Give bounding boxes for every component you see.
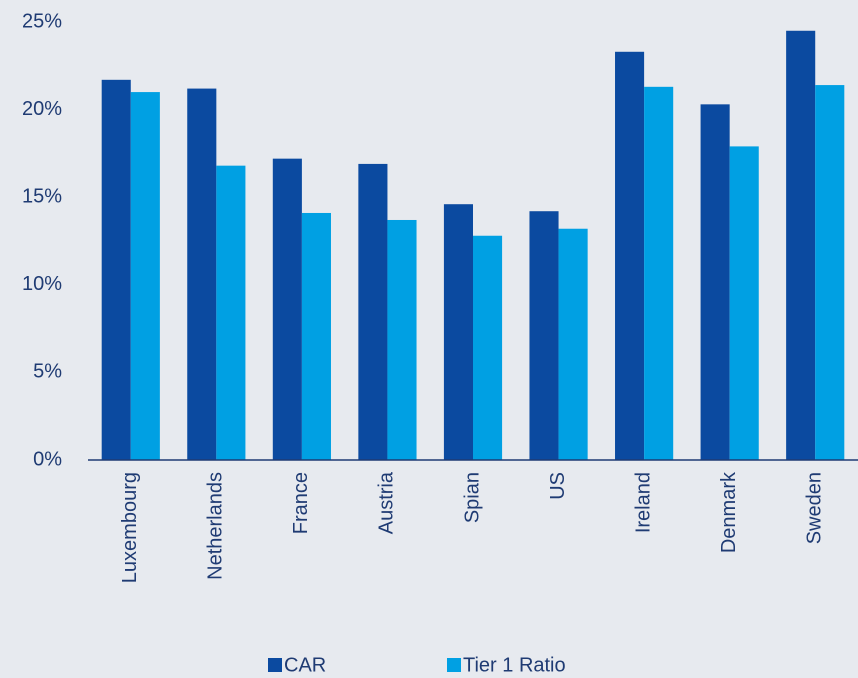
x-tick-label: France — [290, 472, 312, 534]
bar — [700, 104, 730, 461]
bar — [101, 79, 131, 460]
x-tick-label: Austria — [376, 471, 398, 534]
legend-swatch — [447, 658, 461, 672]
y-tick-label: 15% — [22, 185, 62, 207]
x-tick-label: Netherlands — [205, 472, 227, 580]
y-tick-label: 0% — [33, 448, 62, 470]
legend-swatch — [268, 658, 282, 672]
bar — [815, 85, 845, 461]
bar — [358, 163, 388, 461]
bar — [729, 146, 759, 460]
x-tick-label: US — [547, 472, 569, 500]
bar — [473, 235, 503, 460]
x-tick-label: Denmark — [718, 471, 740, 553]
bar — [644, 86, 674, 460]
bar — [558, 228, 588, 460]
bar — [387, 219, 417, 460]
bar — [443, 204, 473, 460]
bar — [615, 51, 645, 461]
legend-label: Tier 1 Ratio — [463, 654, 566, 676]
legend-label: CAR — [284, 654, 326, 676]
x-tick-label: Sweden — [804, 472, 826, 544]
x-tick-label: Ireland — [632, 472, 654, 533]
y-tick-label: 10% — [22, 273, 62, 295]
bar — [529, 211, 559, 460]
y-tick-label: 5% — [33, 361, 62, 383]
bar — [187, 88, 217, 461]
bar — [786, 30, 816, 460]
bar — [130, 92, 160, 460]
bar — [301, 212, 331, 460]
x-tick-label: Luxembourg — [119, 472, 141, 583]
bar — [216, 165, 246, 460]
bar — [272, 158, 302, 460]
y-tick-label: 20% — [22, 98, 62, 120]
x-tick-label: Spian — [461, 472, 483, 523]
y-tick-label: 25% — [22, 10, 62, 32]
